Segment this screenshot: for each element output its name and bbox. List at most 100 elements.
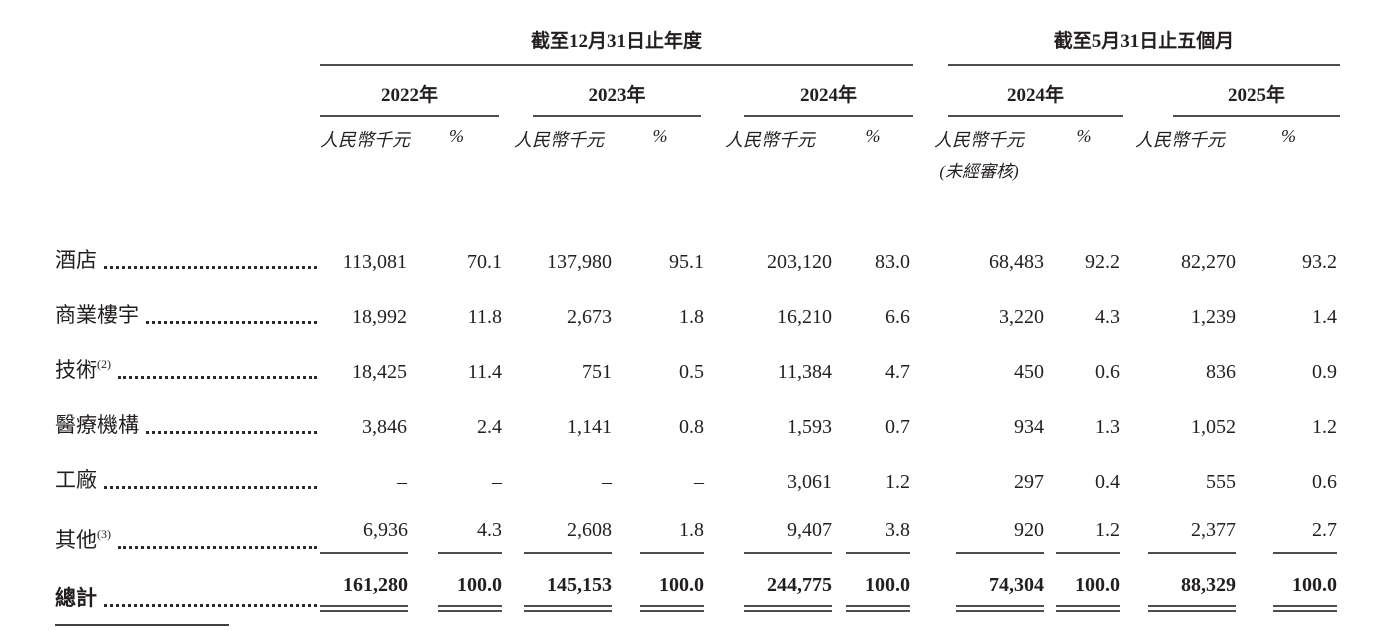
- percent-cell: 0.9: [1312, 361, 1338, 383]
- amount-cell: 203,120: [767, 251, 832, 273]
- percent-cell: –: [694, 471, 704, 493]
- row-label-cell: 商業樓宇: [55, 274, 320, 329]
- percent-cell: 83.0: [875, 251, 911, 273]
- dot-leader: [104, 486, 317, 489]
- percent-cell: 3.8: [833, 494, 913, 554]
- percent-cell: 70.1: [467, 251, 502, 273]
- amount-cell: 16,210: [777, 306, 832, 328]
- year-header-2023: 2023年: [505, 66, 707, 117]
- percent-cell: 11.8: [467, 306, 502, 328]
- amount-cell: 113,081: [342, 251, 407, 273]
- row-label-cell: 工廠: [55, 439, 320, 494]
- dot-leader: [146, 321, 317, 324]
- percent-cell: 6.6: [885, 306, 911, 328]
- amount-cell: 2,377: [1123, 494, 1237, 554]
- total-amount-cell: 88,329: [1123, 554, 1237, 612]
- percent-cell: 4.3: [1095, 306, 1121, 328]
- percent-cell: 11.4: [467, 361, 502, 383]
- percent-cell: 1.8: [679, 306, 704, 328]
- percent-header: %: [865, 126, 881, 146]
- amount-cell: 6,936: [320, 494, 408, 554]
- percent-cell: 1.2: [1312, 416, 1338, 438]
- period-group-five-months: 截至5月31日止五個月: [913, 26, 1341, 66]
- period-group-row: 截至12月31日止年度 截至5月31日止五個月: [55, 26, 1341, 66]
- table-row-hotels: 酒店 113,081 70.1 137,980 95.1 203,120 83.…: [55, 182, 1340, 274]
- total-amount-cell: 145,153: [505, 554, 613, 612]
- percent-header: %: [449, 126, 464, 146]
- dot-leader: [104, 266, 317, 269]
- footnote-separator: [55, 624, 229, 626]
- amount-cell: 934: [1014, 416, 1045, 438]
- amount-cell: 3,220: [999, 306, 1045, 328]
- total-amount-cell: 244,775: [707, 554, 833, 612]
- amount-cell: 9,407: [707, 494, 833, 554]
- table-row-commercial-buildings: 商業樓宇 18,992 11.8 2,673 1.8 16,210 6.6 3,…: [55, 274, 1340, 329]
- amount-cell: 450: [1014, 361, 1045, 383]
- percent-cell: 0.5: [679, 361, 704, 383]
- unit-header: 人民幣千元: [320, 130, 410, 150]
- row-label-cell: 酒店: [55, 182, 320, 274]
- unaudited-note: (未經審核): [939, 162, 1019, 181]
- period-header-five-months: 截至5月31日止五個月: [1053, 31, 1235, 52]
- row-label-cell: 技術(2): [55, 329, 320, 384]
- amount-cell: 2,608: [505, 494, 613, 554]
- footnote-ref: (3): [97, 527, 111, 541]
- percent-cell: 4.3: [408, 494, 505, 554]
- amount-cell: 1,052: [1191, 416, 1237, 438]
- percent-cell: 1.8: [613, 494, 707, 554]
- table-region: 截至12月31日止年度 截至5月31日止五個月 2022年 2023年: [55, 26, 1341, 612]
- amount-cell: 3,846: [362, 416, 407, 438]
- label-column-spacer: [55, 117, 320, 182]
- percent-cell: 1.2: [885, 471, 911, 493]
- percent-cell: 2.4: [477, 416, 502, 438]
- year-header-2024: 2024年: [707, 66, 914, 117]
- unit-header: 人民幣千元: [1135, 130, 1226, 150]
- amount-cell: 555: [1206, 471, 1237, 493]
- row-label-cell: 醫療機構: [55, 384, 320, 439]
- percent-cell: 1.4: [1312, 306, 1338, 328]
- table-row-factories: 工廠 – – – – 3,061 1.2 297 0.4 555 0.6: [55, 439, 1340, 494]
- unit-header-row: 人民幣千元 % 人民幣千元 % 人民幣千元 % 人民幣千元 (未經審核) % 人…: [55, 117, 1340, 182]
- percent-cell: 0.4: [1095, 471, 1121, 493]
- year-header-2025-interim: 2025年: [1123, 66, 1341, 117]
- total-percent-cell: 100.0: [1237, 554, 1340, 612]
- dot-leader: [118, 376, 317, 379]
- percent-cell: 4.7: [885, 361, 911, 383]
- amount-cell: 836: [1206, 361, 1237, 383]
- unit-header: 人民幣千元: [514, 130, 604, 150]
- percent-cell: 0.7: [885, 416, 911, 438]
- total-percent-cell: 100.0: [613, 554, 707, 612]
- year-header-row: 2022年 2023年 2024年 2024年 2025年: [55, 66, 1341, 117]
- percent-header: %: [1281, 126, 1297, 146]
- amount-cell: 137,980: [547, 251, 612, 273]
- unit-header: 人民幣千元 (未經審核): [913, 117, 1045, 182]
- amount-cell: 297: [1014, 471, 1045, 493]
- row-label-cell: 其他(3): [55, 494, 320, 554]
- total-percent-cell: 100.0: [833, 554, 913, 612]
- row-label: 商業樓宇: [55, 303, 139, 327]
- label-column-spacer: [55, 26, 320, 66]
- total-amount-cell: 74,304: [913, 554, 1045, 612]
- row-label: 工廠: [55, 468, 97, 492]
- amount-cell: 1,239: [1191, 306, 1237, 328]
- revenue-by-customer-type-table: 截至12月31日止年度 截至5月31日止五個月 2022年 2023年: [55, 26, 1341, 612]
- percent-cell: 1.3: [1095, 416, 1121, 438]
- dot-leader: [104, 604, 317, 607]
- percent-cell: 93.2: [1302, 251, 1338, 273]
- percent-header: %: [652, 126, 668, 146]
- amount-cell: 11,384: [777, 361, 832, 383]
- dot-leader: [118, 546, 317, 549]
- percent-header: %: [1076, 126, 1092, 146]
- amount-cell: 2,673: [567, 306, 612, 328]
- total-label: 總計: [55, 586, 97, 610]
- amount-cell: 82,270: [1181, 251, 1237, 273]
- period-group-annual: 截至12月31日止年度: [320, 26, 914, 66]
- percent-cell: 0.8: [679, 416, 704, 438]
- amount-cell: 18,992: [352, 306, 407, 328]
- row-label: 酒店: [55, 248, 97, 272]
- amount-cell: 3,061: [787, 471, 832, 493]
- percent-cell: 92.2: [1085, 251, 1121, 273]
- amount-cell: 68,483: [989, 251, 1045, 273]
- row-label: 技術(2): [55, 357, 111, 382]
- unit-header: 人民幣千元: [725, 130, 815, 150]
